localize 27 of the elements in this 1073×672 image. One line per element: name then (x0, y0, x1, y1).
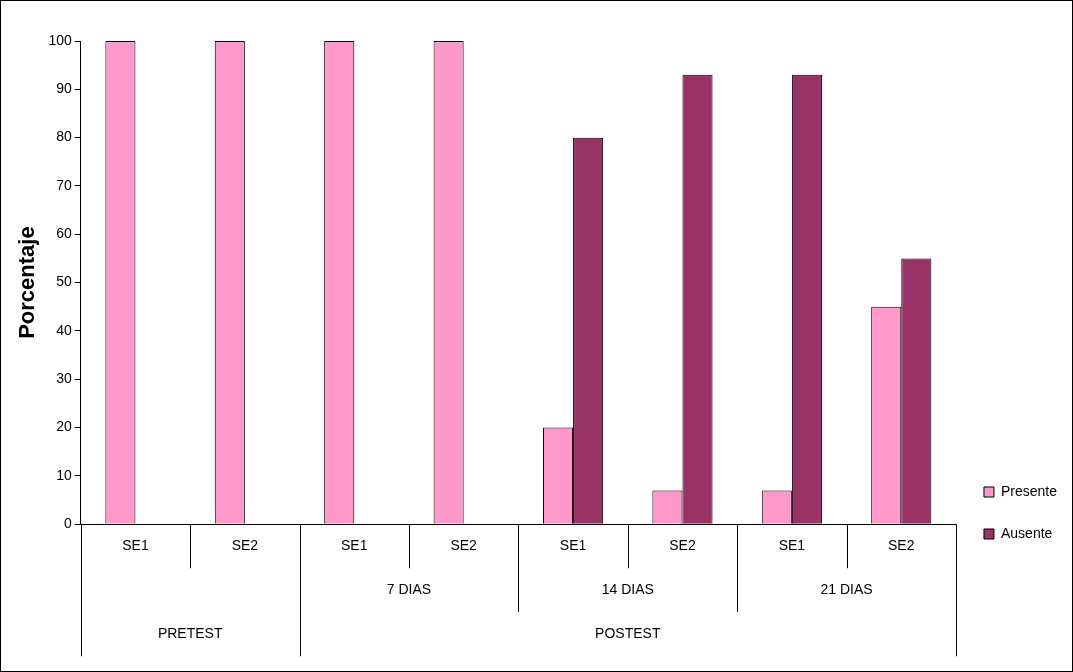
text: POSTEST (595, 625, 661, 642)
x-tick-label: SE1 (778, 537, 806, 554)
x-tick-label: SE2 (669, 537, 696, 554)
y-tick-label: 10 (56, 466, 72, 483)
text: PRETEST (157, 625, 223, 642)
y-tick-label: 80 (56, 128, 72, 145)
text: 14 DIAS (601, 581, 654, 598)
y-tick-label: 70 (56, 176, 72, 193)
text: 7 DIAS (386, 581, 432, 598)
x-tick-label: SE2 (450, 537, 478, 554)
y-axis-title: Porcentaje (14, 226, 40, 339)
y-tick-label: 20 (56, 418, 72, 435)
y-tick-label: 50 (56, 273, 72, 290)
y-tick-label: 40 (56, 321, 72, 338)
legend-label: Ausente (1000, 524, 1053, 541)
x-tick-label: SE1 (559, 537, 587, 554)
x-tick-label: SE2 (888, 537, 915, 554)
y-tick-label: 60 (56, 225, 72, 242)
y-tick-label: 100 (48, 31, 72, 48)
x-tick-label: SE2 (231, 537, 259, 554)
y-tick-label: 30 (56, 370, 72, 387)
legend-label: Presente (1000, 482, 1058, 499)
y-tick-label: 90 (56, 80, 72, 97)
y-tick-label: 0 (63, 515, 72, 532)
x-tick-label: SE1 (122, 537, 149, 554)
text: 21 DIAS (820, 581, 873, 598)
x-tick-label: SE1 (341, 537, 368, 554)
